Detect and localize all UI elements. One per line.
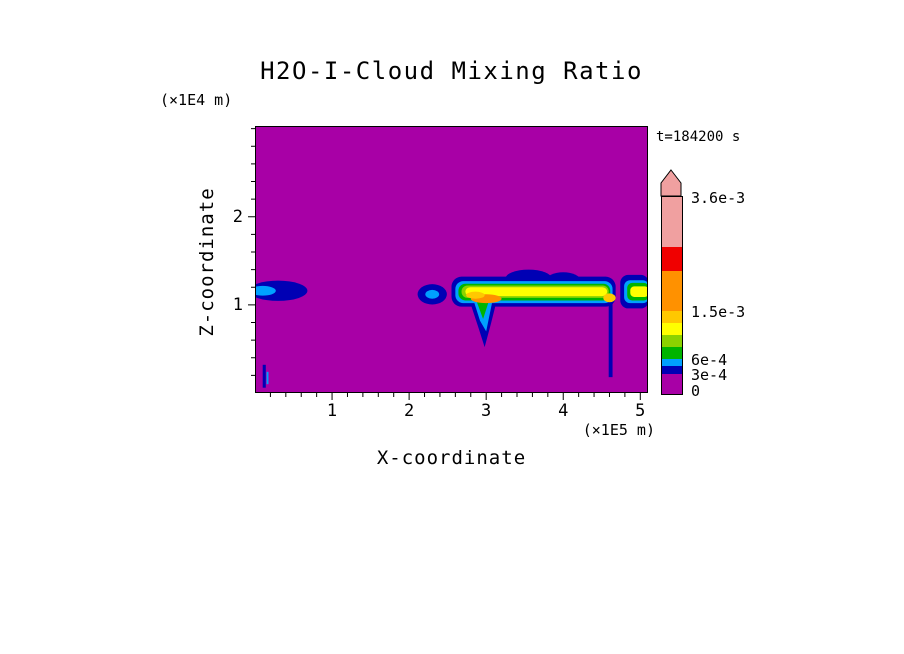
cloud-feature-left-cloud-core <box>255 285 276 296</box>
colorbar-segment <box>662 359 682 366</box>
plot-canvas <box>248 126 648 400</box>
y-tick-label: 2 <box>232 206 243 227</box>
plot-area <box>248 126 648 400</box>
y-axis-unit-label: (×1E4 m) <box>160 91 233 109</box>
y-axis-title: Z-coordinate <box>196 187 218 337</box>
colorbar-bar <box>661 196 683 395</box>
cloud-feature-main-band-yellow <box>465 287 608 297</box>
colorbar-segment <box>662 323 682 335</box>
cloud-feature-gold-core-2 <box>603 293 616 303</box>
y-tick-label: 1 <box>232 294 243 315</box>
cloud-feature-right-band-yellow <box>630 286 648 297</box>
colorbar-tick-label: 3.6e-3 <box>691 189 746 207</box>
x-tick-label: 3 <box>481 401 492 421</box>
x-axis-title: X-coordinate <box>376 447 527 469</box>
x-tick-label: 2 <box>403 401 415 421</box>
cloud-feature-small-cloud-core <box>425 289 440 299</box>
x-axis-unit-label: (×1E5 m) <box>582 421 655 439</box>
cloud-feature-fall-streak-line <box>608 299 613 378</box>
cloud-feature-ground-speck-2 <box>266 371 269 385</box>
colorbar-segment <box>662 374 682 394</box>
cloud-feature-left-cloud-outer <box>255 280 308 301</box>
colorbar-segment <box>662 335 682 347</box>
colorbar-segment <box>662 197 682 247</box>
chart-title: H2O-I-Cloud Mixing Ratio <box>260 57 643 85</box>
colorbar-arrow <box>660 169 682 197</box>
colorbar-segment <box>662 311 682 323</box>
colorbar-segment <box>662 271 682 311</box>
x-tick-label: 1 <box>326 401 338 421</box>
x-tick-label: 5 <box>635 401 646 421</box>
colorbar-segment <box>662 247 682 271</box>
time-annotation: t=184200 s <box>656 129 741 145</box>
cloud-feature-fall-lobe-green <box>476 302 489 319</box>
colorbar-tick-label: 1.5e-3 <box>691 303 746 321</box>
colorbar-segment <box>662 366 682 374</box>
colorbar-tick-label: 6e-4 <box>691 351 728 369</box>
colorbar-tick-label: 3e-4 <box>691 366 728 384</box>
cloud-feature-ground-speck-1 <box>262 364 266 388</box>
colorbar-segment <box>662 347 682 359</box>
colorbar-tick-label: 0 <box>691 382 701 400</box>
x-tick-label: 4 <box>558 401 569 421</box>
cloud-feature-gold-core-1 <box>466 291 485 299</box>
plot-frame <box>255 126 648 393</box>
